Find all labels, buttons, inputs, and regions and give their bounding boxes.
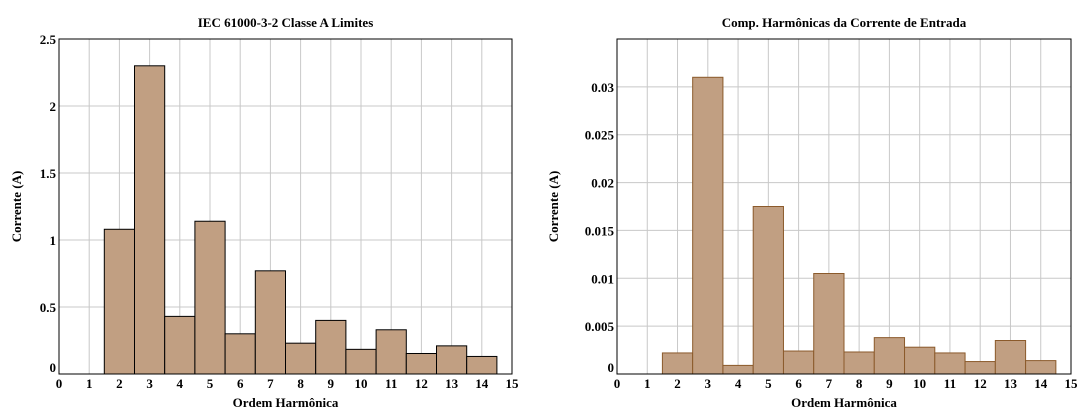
bar-harmonic-3 xyxy=(134,65,166,375)
x-tick-label: 9 xyxy=(886,376,893,391)
bar-harmonic-13 xyxy=(994,340,1027,375)
chart-title: Comp. Harmônicas da Corrente de Entrada xyxy=(722,15,967,30)
x-tick-label: 1 xyxy=(86,376,93,391)
x-tick-label: 3 xyxy=(705,376,712,391)
y-tick-label: 0.015 xyxy=(585,223,615,238)
x-tick-label: 2 xyxy=(116,376,123,391)
x-tick-label: 13 xyxy=(445,376,459,391)
bar-harmonic-12 xyxy=(964,361,996,375)
y-tick-label: 2.5 xyxy=(40,32,57,47)
bar-harmonic-6 xyxy=(782,350,815,375)
y-tick-label: 0.01 xyxy=(591,271,614,286)
y-tick-label: 0.02 xyxy=(591,176,614,191)
x-tick-label: 12 xyxy=(974,376,987,391)
x-tick-label: 15 xyxy=(506,376,520,391)
y-tick-label: 1.5 xyxy=(40,166,57,181)
y-tick-label: 0.025 xyxy=(585,128,615,143)
bar-harmonic-7 xyxy=(813,273,845,375)
bar-harmonic-9 xyxy=(873,337,906,375)
x-tick-label: 4 xyxy=(735,376,742,391)
x-tick-label: 3 xyxy=(146,376,153,391)
y-tick-label: 1 xyxy=(50,233,57,248)
x-tick-label: 13 xyxy=(1004,376,1018,391)
x-tick-label: 11 xyxy=(944,376,956,391)
y-tick-label: 2 xyxy=(50,99,57,114)
bar-harmonic-5 xyxy=(194,220,226,375)
plot-frame xyxy=(58,38,513,375)
x-tick-label: 9 xyxy=(328,376,335,391)
bar-harmonic-2 xyxy=(103,228,136,375)
bar-harmonic-4 xyxy=(164,315,196,375)
bar-harmonic-4 xyxy=(722,364,754,375)
x-tick-label: 11 xyxy=(385,376,397,391)
x-tick-label: 1 xyxy=(644,376,651,391)
x-tick-label: 10 xyxy=(913,376,926,391)
bar-harmonic-6 xyxy=(224,333,256,375)
x-axis-label: Ordem Harmônica xyxy=(233,395,339,410)
bar-harmonic-13 xyxy=(436,345,468,375)
x-tick-label: 14 xyxy=(1034,376,1048,391)
x-tick-label: 5 xyxy=(207,376,214,391)
y-tick-label: 0 xyxy=(50,360,57,375)
plot-frame xyxy=(616,38,1072,375)
bar-harmonic-10 xyxy=(345,348,377,375)
x-tick-label: 15 xyxy=(1065,376,1079,391)
bar-harmonic-7 xyxy=(254,270,287,375)
bar-harmonic-9 xyxy=(315,319,347,375)
x-tick-label: 6 xyxy=(795,376,802,391)
x-tick-label: 0 xyxy=(614,376,621,391)
x-tick-label: 10 xyxy=(355,376,368,391)
x-tick-label: 4 xyxy=(177,376,184,391)
y-tick-label: 0.03 xyxy=(591,80,614,95)
input-current-harmonics-chart: Comp. Harmônicas da Corrente de Entrada … xyxy=(546,15,1078,410)
x-tick-label: 5 xyxy=(765,376,772,391)
x-tick-label: 6 xyxy=(237,376,244,391)
x-tick-label: 12 xyxy=(415,376,428,391)
bar-harmonic-11 xyxy=(934,352,966,375)
x-tick-label: 8 xyxy=(297,376,304,391)
x-tick-label: 7 xyxy=(826,376,833,391)
y-tick-label: 0.005 xyxy=(585,319,615,334)
x-tick-label: 14 xyxy=(475,376,489,391)
bar-harmonic-8 xyxy=(843,351,875,375)
bar-harmonic-11 xyxy=(375,329,407,375)
bar-harmonic-10 xyxy=(904,346,936,375)
x-tick-label: 8 xyxy=(856,376,863,391)
y-axis-label: Corrente (A) xyxy=(546,171,561,243)
bar-harmonic-2 xyxy=(661,352,694,375)
bar-harmonic-3 xyxy=(692,76,724,375)
x-axis-label: Ordem Harmônica xyxy=(791,395,897,410)
x-tick-label: 7 xyxy=(267,376,274,391)
bar-harmonic-12 xyxy=(405,352,437,375)
y-axis-label: Corrente (A) xyxy=(9,171,24,243)
x-tick-label: 2 xyxy=(674,376,681,391)
bar-harmonic-5 xyxy=(752,206,784,375)
y-tick-label: 0.5 xyxy=(40,300,57,315)
chart-title: IEC 61000-3-2 Classe A Limites xyxy=(198,15,374,30)
bar-harmonic-14 xyxy=(466,355,498,375)
bar-harmonic-14 xyxy=(1025,360,1057,375)
x-tick-label: 0 xyxy=(56,376,63,391)
bar-harmonic-8 xyxy=(285,342,317,375)
iec-limits-chart: IEC 61000-3-2 Classe A Limites Ordem Har… xyxy=(9,15,519,410)
y-tick-label: 0 xyxy=(608,360,615,375)
